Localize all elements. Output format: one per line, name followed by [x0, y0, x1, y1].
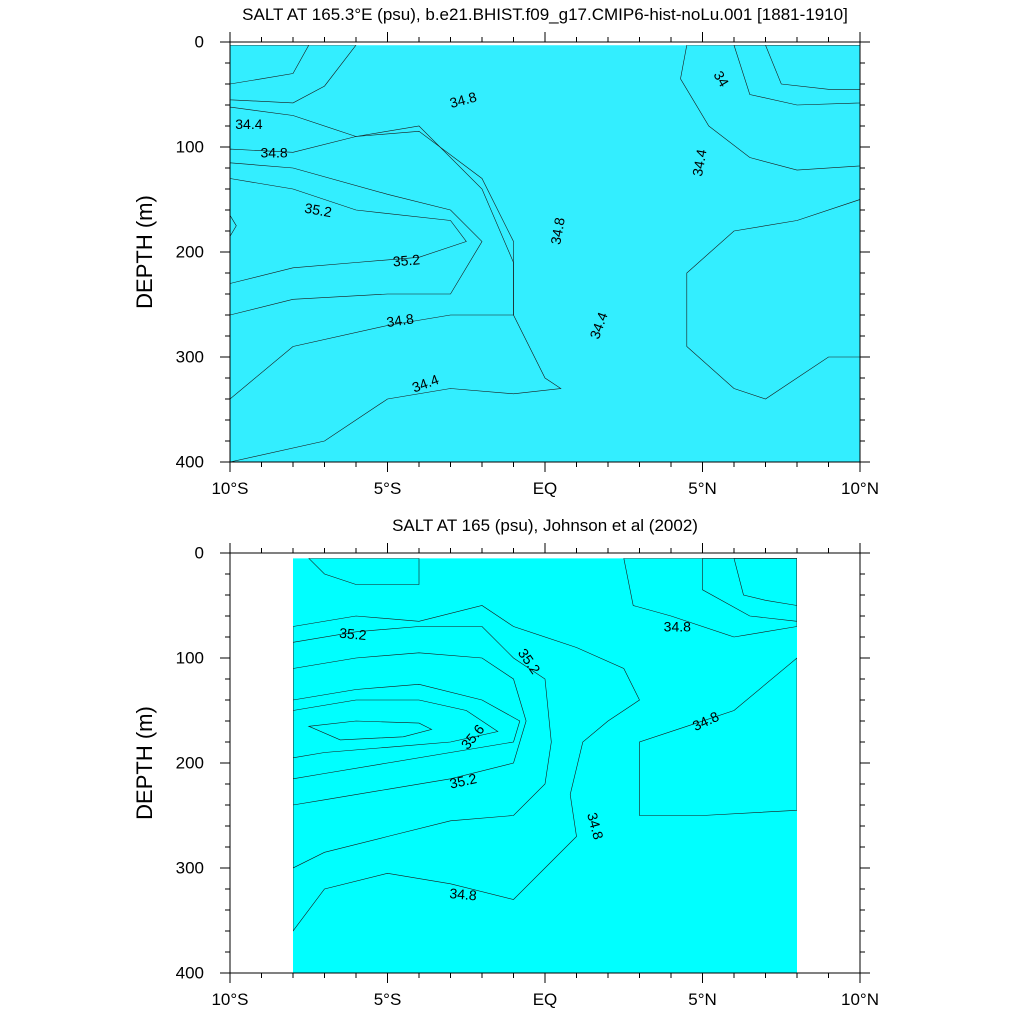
y-axis-label: DEPTH (m) — [132, 706, 157, 820]
contour-label: 34.8 — [664, 619, 691, 635]
y-tick-label: 100 — [176, 649, 204, 668]
x-tick-label: 5°N — [688, 479, 717, 498]
salinity-region-35.0-35.2 — [293, 626, 552, 869]
x-tick-label: EQ — [533, 990, 558, 1009]
salinity-region-34.0-34.2 — [733, 45, 860, 106]
contour-label: 34.8 — [547, 216, 568, 246]
salinity-region-34.2-34.4 — [680, 45, 860, 171]
x-tick-label: 10°S — [211, 479, 248, 498]
y-axis-label: DEPTH (m) — [132, 195, 157, 309]
contour-label: 34.8 — [385, 310, 414, 330]
x-tick-label: EQ — [533, 479, 558, 498]
salinity-region-35.4-35.6 — [230, 214, 237, 237]
x-tick-label: 10°S — [211, 990, 248, 1009]
y-tick-label: 0 — [195, 33, 204, 52]
y-tick-label: 200 — [176, 754, 204, 773]
x-tick-label: 5°S — [374, 479, 402, 498]
contour-label: 35.2 — [392, 251, 421, 269]
salinity-region-34.6-34.8 — [230, 106, 562, 463]
contour-label: 34.8 — [448, 88, 479, 111]
x-tick-label: 10°N — [841, 479, 879, 498]
salinity-region-35.2-35.4 — [230, 178, 467, 284]
salinity-region-34.6-34.8 — [623, 558, 797, 638]
y-tick-label: 300 — [176, 348, 204, 367]
x-tick-label: 5°S — [374, 990, 402, 1009]
salinity-region-35.8-36.0 — [307, 720, 433, 741]
contour-field: 34.834.434.835.235.234.834.834.434.434.4… — [230, 45, 860, 463]
salinity-region-34.2-34.4 — [686, 199, 860, 400]
salinity-region-34.0-34.2 — [230, 45, 310, 85]
y-tick-label: 300 — [176, 859, 204, 878]
y-tick-label: 400 — [176, 964, 204, 983]
contour-field: 35.235.234.835.634.835.234.834.8 — [293, 558, 797, 973]
x-tick-label: 5°N — [688, 990, 717, 1009]
background-fill — [230, 45, 860, 463]
contour-label: 34.4 — [689, 148, 710, 178]
contour-label: 34.8 — [260, 144, 287, 160]
y-tick-label: 0 — [195, 544, 204, 563]
salinity-region-35.2-35.4 — [293, 652, 527, 806]
background-fill — [293, 558, 797, 973]
contour-label: 34.8 — [449, 885, 478, 903]
salinity-region-35.6-35.8 — [293, 699, 499, 759]
chart-title: SALT AT 165.3°E (psu), b.e21.BHIST.f09_g… — [242, 5, 848, 24]
salinity-region-34.6-34.8 — [308, 558, 420, 585]
contour-label: 35.2 — [448, 770, 478, 791]
contour-label: 34.4 — [235, 116, 262, 132]
salinity-region-34.2-34.4 — [230, 45, 357, 104]
x-tick-label: 10°N — [841, 990, 879, 1009]
salinity-region-34.2-34.4 — [733, 558, 797, 606]
y-tick-label: 200 — [176, 243, 204, 262]
y-tick-label: 400 — [176, 453, 204, 472]
contour-label: 34.8 — [584, 811, 607, 842]
contour-label: 35.2 — [339, 625, 368, 643]
salinity-region-35.0-35.2 — [230, 162, 483, 316]
y-tick-label: 100 — [176, 138, 204, 157]
chart-title: SALT AT 165 (psu), Johnson et al (2002) — [392, 516, 698, 535]
salinity-region-33.8-34.0 — [765, 45, 860, 90]
contour-label: 34 — [711, 68, 733, 90]
salinity-region-34.6-34.8 — [639, 657, 797, 816]
model-salinity-panel: 34.834.434.835.235.234.834.834.434.434.4… — [132, 5, 879, 498]
salinity-region-34.8-35.0 — [230, 125, 514, 400]
salinity-region-35.4-35.6 — [293, 683, 521, 780]
observed-salinity-panel: 35.235.234.835.634.835.234.834.810°S 5°S E… — [132, 516, 879, 1009]
salinity-region-34.8-35.0 — [293, 605, 640, 932]
contour-label: 35.2 — [303, 200, 333, 221]
